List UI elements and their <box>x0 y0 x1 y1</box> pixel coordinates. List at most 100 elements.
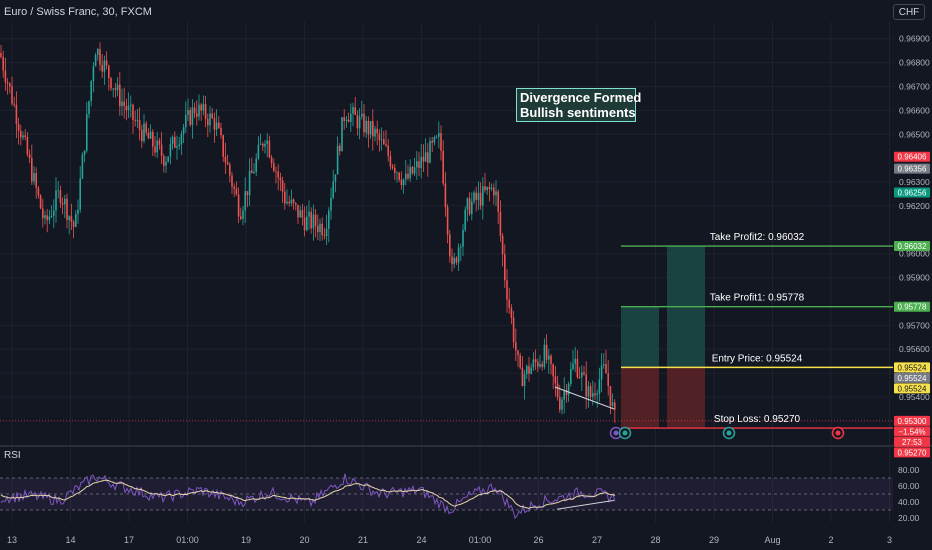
candle-body <box>603 364 605 366</box>
candle-body <box>561 399 563 410</box>
candle-body <box>339 145 341 152</box>
price-tag-label: −1.54% <box>898 427 925 436</box>
candle-body <box>453 257 455 265</box>
candle-body <box>123 101 125 106</box>
candle-body <box>468 198 471 215</box>
event-marker-dot <box>835 430 841 436</box>
candle-body <box>138 120 141 131</box>
price-tag <box>894 187 930 198</box>
time-tick-label: 01:00 <box>176 535 199 545</box>
time-tick-label: 17 <box>124 535 134 545</box>
candle-body <box>251 170 253 174</box>
candle-body <box>581 372 583 378</box>
time-tick-label: Aug <box>764 535 780 545</box>
candle-body <box>572 363 574 370</box>
candle-body <box>235 188 238 195</box>
candle-body <box>248 170 251 196</box>
rsi-divergence-line <box>556 499 615 510</box>
candle-body <box>596 393 598 396</box>
candle-body <box>594 393 596 396</box>
price-tag-label: 0.95524 <box>898 384 927 393</box>
candle-body <box>578 377 581 378</box>
candle-body <box>354 107 356 115</box>
level-label: Take Profit2: 0.96032 <box>710 232 805 243</box>
candle-body <box>457 247 460 263</box>
candle-body <box>266 140 268 144</box>
candle-body <box>229 164 231 176</box>
candle-body <box>369 121 372 135</box>
candle-body <box>295 203 297 205</box>
candle-body <box>528 365 530 374</box>
candle-body <box>57 190 59 192</box>
candle-body <box>585 374 587 397</box>
candle-body <box>136 120 139 121</box>
candle-body <box>422 156 425 162</box>
candle-body <box>486 186 488 191</box>
candle-body <box>286 201 288 204</box>
price-tag <box>894 415 930 426</box>
candle-body <box>64 198 66 205</box>
candle-body <box>387 145 389 156</box>
candle-body <box>147 132 150 139</box>
candle-body <box>244 191 246 211</box>
candle-body <box>420 156 422 168</box>
candle-body <box>548 355 550 360</box>
candle-body <box>222 135 224 157</box>
candle-body <box>75 213 77 227</box>
candle-body <box>20 130 22 138</box>
candle-body <box>218 122 220 128</box>
candle-body <box>532 359 535 368</box>
candle-body <box>350 113 352 123</box>
candle-body <box>455 257 458 263</box>
candle-body <box>576 358 579 378</box>
candle-body <box>537 362 539 367</box>
candle-body <box>0 53 2 57</box>
candle-body <box>567 383 570 396</box>
candle-body <box>15 104 18 125</box>
candle-body <box>330 197 332 211</box>
candle-body <box>361 113 363 117</box>
candle-body <box>598 379 601 394</box>
candle-body <box>473 192 475 202</box>
candle-body <box>444 183 447 208</box>
candle-body <box>167 156 169 162</box>
candle-body <box>321 223 323 236</box>
candle-body <box>611 402 614 406</box>
candle-body <box>530 367 532 374</box>
price-tick-label: 0.96700 <box>899 81 930 91</box>
candle-body <box>521 367 524 387</box>
candle-body <box>259 143 262 145</box>
time-tick-label: 13 <box>7 535 17 545</box>
candle-body <box>39 195 42 209</box>
candle-body <box>435 136 438 138</box>
event-marker-dot <box>622 430 628 436</box>
time-tick-label: 24 <box>416 535 426 545</box>
candle-body <box>35 172 37 188</box>
loss-zone-2 <box>667 367 705 429</box>
candle-body <box>13 103 15 105</box>
currency-selector-button[interactable]: CHF <box>893 4 925 20</box>
candle-body <box>314 214 317 226</box>
candle-body <box>429 140 431 163</box>
candle-body <box>44 215 46 219</box>
divergence-annotation[interactable]: Divergence Formed Bullish sentiments <box>516 88 641 122</box>
price-tag-label: 0.96032 <box>898 242 927 251</box>
candle-body <box>22 135 24 138</box>
candle-body <box>178 144 180 147</box>
price-tick-label: 0.96000 <box>899 249 930 259</box>
candle-body <box>493 187 495 196</box>
candle-body <box>477 192 480 200</box>
candle-body <box>112 88 114 90</box>
candle-body <box>6 82 9 84</box>
candle-body <box>383 139 385 145</box>
candle-body <box>240 216 242 219</box>
time-tick-label: 28 <box>650 535 660 545</box>
price-tick-label: 0.96900 <box>899 34 930 44</box>
candle-body <box>202 104 205 111</box>
profit-zone-1 <box>621 306 659 368</box>
candle-body <box>490 187 493 190</box>
candle-body <box>48 216 51 221</box>
candle-body <box>68 216 70 221</box>
candle-body <box>281 180 284 192</box>
